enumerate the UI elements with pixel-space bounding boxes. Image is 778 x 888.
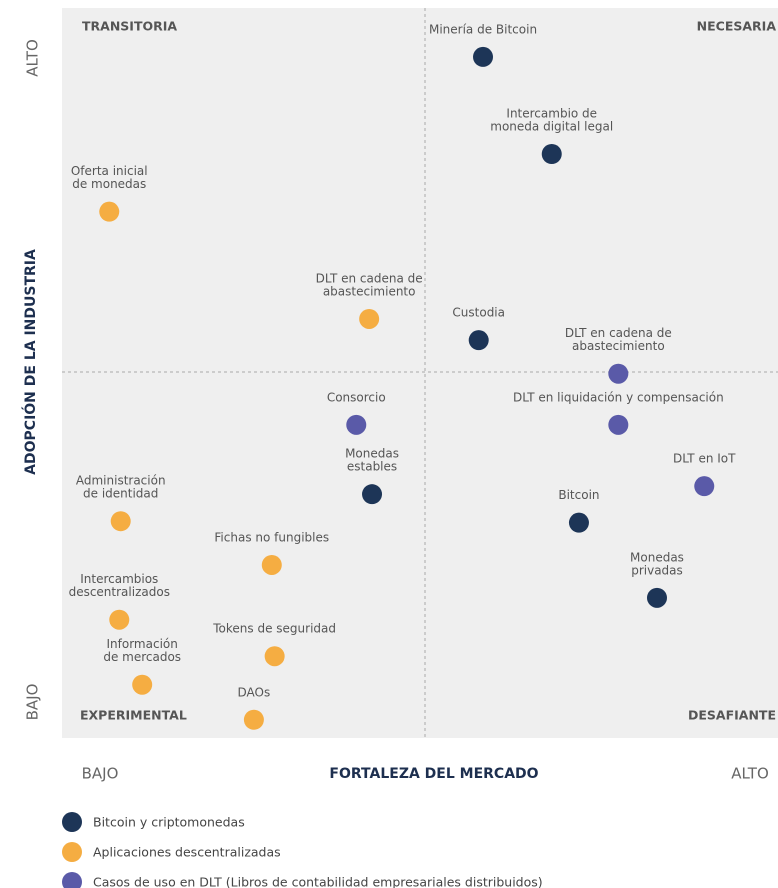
- point-label: DLT en IoT: [673, 452, 736, 466]
- x-end-label: BAJO: [82, 765, 119, 783]
- point: [359, 308, 380, 329]
- point: [468, 330, 489, 351]
- point-label: DLT en cadena de: [565, 326, 672, 340]
- y-end-label: ALTO: [24, 39, 42, 77]
- point-label: abastecimiento: [572, 339, 665, 353]
- point-label: Monedas: [630, 550, 684, 564]
- y-axis-title: ADOPCIÓN DE LA INDUSTRIA: [21, 249, 39, 475]
- point-label: descentralizados: [69, 585, 170, 599]
- point: [346, 414, 367, 435]
- point-label: DLT en cadena de: [316, 271, 423, 285]
- point: [132, 674, 153, 695]
- point-label: Custodia: [452, 306, 505, 320]
- legend-label: Aplicaciones descentralizadas: [93, 845, 281, 860]
- point-label: moneda digital legal: [490, 120, 613, 134]
- point: [243, 709, 264, 730]
- point-label: abastecimiento: [323, 284, 416, 298]
- point-label: DLT en liquidación y compensación: [513, 390, 724, 404]
- point-label: Fichas no fungibles: [214, 530, 329, 544]
- legend-label: Casos de uso en DLT (Libros de contabili…: [93, 875, 543, 888]
- point: [473, 46, 494, 67]
- point: [694, 476, 715, 497]
- point: [261, 554, 282, 575]
- point-label: Bitcoin: [558, 488, 599, 502]
- point-label: estables: [347, 460, 397, 474]
- point: [110, 511, 131, 532]
- point: [541, 144, 562, 164]
- plot-area: [62, 8, 778, 738]
- quadrant-label: DESAFIANTE: [688, 708, 776, 723]
- legend-swatch: [62, 842, 82, 862]
- point: [646, 587, 667, 608]
- point-label: Oferta inicial: [71, 164, 148, 178]
- x-end-label: ALTO: [731, 765, 769, 783]
- point: [362, 484, 383, 505]
- x-axis-title: FORTALEZA DEL MERCADO: [329, 766, 538, 782]
- y-end-label: BAJO: [24, 684, 42, 721]
- quadrant-label: EXPERIMENTAL: [80, 708, 187, 723]
- legend-swatch: [62, 812, 82, 832]
- point: [608, 363, 629, 384]
- point-label: Monedas: [345, 447, 399, 461]
- point-label: de mercados: [103, 650, 181, 664]
- point-label: Información: [107, 637, 178, 651]
- point-label: de identidad: [83, 487, 158, 501]
- legend-swatch: [62, 872, 82, 888]
- point: [109, 609, 130, 630]
- point: [568, 512, 589, 533]
- point-label: Administración: [76, 474, 166, 488]
- point-label: Tokens de seguridad: [212, 622, 336, 636]
- point: [608, 414, 629, 435]
- point-label: DAOs: [238, 685, 271, 699]
- quadrant-label: TRANSITORIA: [82, 19, 177, 34]
- point-label: Intercambios: [80, 572, 158, 586]
- legend-label: Bitcoin y criptomonedas: [93, 815, 245, 830]
- point: [264, 646, 285, 667]
- point-label: privadas: [631, 563, 683, 577]
- point-label: Consorcio: [327, 390, 386, 404]
- point: [99, 201, 120, 222]
- point-label: Intercambio de: [506, 107, 597, 121]
- point-label: de monedas: [72, 177, 146, 191]
- point-label: Minería de Bitcoin: [429, 22, 537, 36]
- quadrant-label: NECESARIA: [697, 19, 777, 34]
